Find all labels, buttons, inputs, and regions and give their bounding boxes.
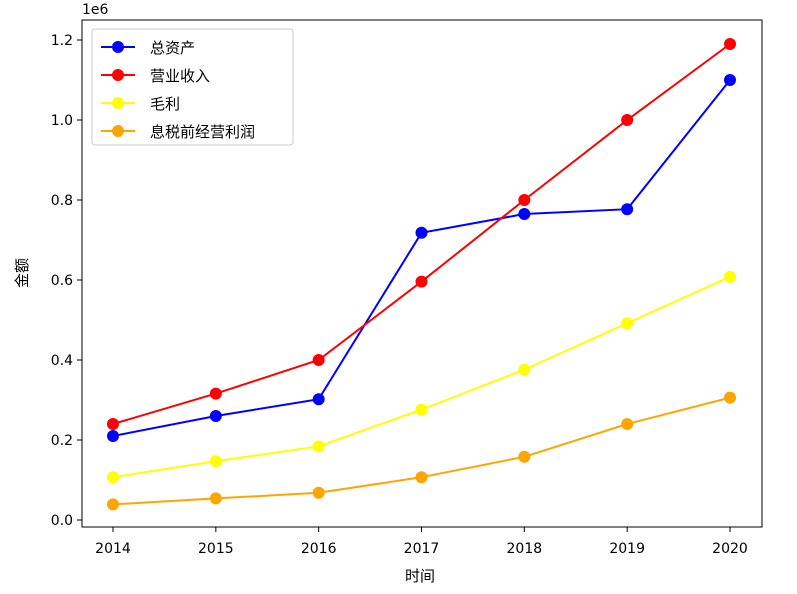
x-tick-label: 2018 [507,541,543,557]
data-point [518,208,531,220]
x-tick-label: 2016 [301,541,337,557]
data-point [312,440,325,453]
x-tick-label: 2015 [198,541,234,557]
data-point [415,471,428,484]
y-tick-label: 0.8 [51,193,73,209]
data-point [724,270,736,283]
data-point [209,387,222,400]
x-ticks: 2014 2015 2016 2017 2018 2019 2020 [95,527,748,557]
data-point [209,410,222,422]
data-point [209,492,222,505]
data-point [107,471,119,484]
data-point [312,486,325,499]
y-offset-label: 1e6 [82,2,109,18]
data-point [415,403,428,416]
legend-box [91,28,294,146]
legend-label: 营业收入 [150,67,210,85]
data-point [415,275,428,288]
x-tick-label: 2019 [609,541,645,557]
data-point [107,430,119,442]
data-point [724,38,736,50]
legend-marker [112,41,124,53]
y-tick-label: 1.2 [51,33,73,49]
legend-marker [112,69,124,81]
data-point [724,74,736,86]
data-point [518,450,531,463]
y-tick-label: 1.0 [51,113,73,129]
series-group [107,74,736,442]
y-tick-label: 0.2 [51,433,73,449]
y-tick-label: 0.4 [51,353,73,369]
data-point [518,363,531,376]
legend-label: 总资产 [150,39,195,57]
x-tick-label: 2017 [404,541,440,557]
series-group [107,391,736,511]
legend-marker [112,125,124,137]
data-point [312,354,325,366]
data-point [312,393,325,406]
data-point [724,391,736,404]
x-axis-label: 时间 [405,567,435,585]
legend-marker [112,97,124,109]
data-point [209,455,222,468]
data-point [621,114,634,126]
data-point [621,203,634,216]
data-point [621,418,634,430]
legend-label: 息税前经营利润 [150,123,255,141]
y-ticks: 0.0 0.2 0.4 0.6 0.8 1.0 1.2 [51,33,82,529]
series-group [107,38,736,430]
y-axis-label: 金额 [13,258,31,288]
series-group [107,270,736,484]
y-tick-label: 0.6 [51,273,73,289]
legend-label: 毛利 [150,95,180,113]
data-point [107,498,119,511]
data-point [621,317,634,330]
data-point [415,226,428,239]
data-point [518,194,531,206]
x-tick-label: 2014 [95,541,131,557]
x-tick-label: 2020 [712,541,748,557]
data-point [107,418,119,430]
series-layer [107,38,736,511]
y-tick-label: 0.0 [51,513,73,529]
